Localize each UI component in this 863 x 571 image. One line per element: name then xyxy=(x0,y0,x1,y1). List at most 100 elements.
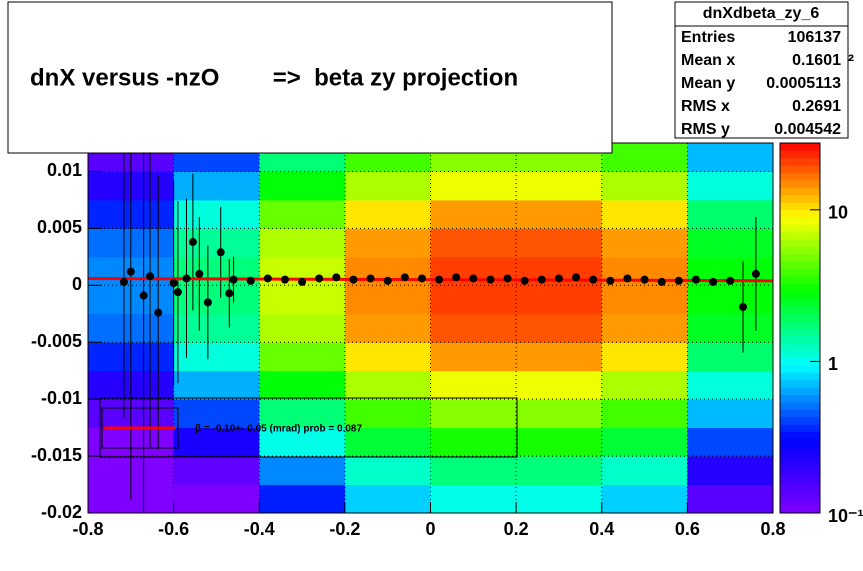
heat-cell xyxy=(687,456,773,486)
profile-point xyxy=(417,274,426,283)
y-tick-label: -0.005 xyxy=(31,331,82,351)
heat-cell xyxy=(687,171,773,201)
heat-cell xyxy=(687,285,773,315)
fit-legend-box xyxy=(99,397,518,458)
profile-point xyxy=(674,276,683,285)
heat-cell xyxy=(430,427,517,457)
stats-box xyxy=(674,1,849,139)
profile-point xyxy=(452,273,461,282)
palette-band xyxy=(780,379,820,388)
heat-cell xyxy=(259,285,346,315)
y-tick-label: -0.01 xyxy=(41,388,82,408)
palette-band xyxy=(780,476,820,484)
heat-cell xyxy=(687,199,773,229)
heat-cell xyxy=(687,342,773,372)
palette-band xyxy=(780,424,820,433)
heat-cell xyxy=(516,199,603,229)
palette-band xyxy=(780,165,820,174)
palette-band xyxy=(780,157,820,166)
palette-band xyxy=(780,394,820,403)
heat-cell xyxy=(259,199,346,229)
palette-band xyxy=(780,180,820,188)
profile-point xyxy=(169,279,178,288)
heat-cell xyxy=(259,484,346,513)
profile-point xyxy=(154,308,163,317)
heat-cell xyxy=(259,313,346,343)
heat-cell xyxy=(259,456,346,486)
heat-cell xyxy=(259,228,346,258)
profile-point xyxy=(229,275,238,284)
heat-cell xyxy=(430,228,517,258)
heat-cell xyxy=(516,399,603,429)
heat-cell xyxy=(687,427,773,457)
profile-point xyxy=(173,288,182,297)
heat-cell xyxy=(516,484,603,513)
x-tick-label: -0.6 xyxy=(158,519,189,539)
palette-band xyxy=(780,446,820,455)
profile-point xyxy=(203,298,212,307)
profile-point xyxy=(503,274,512,283)
palette-band xyxy=(780,498,820,507)
heat-cell xyxy=(259,370,346,400)
chart-title: dnX versus -nzO => beta zy projection xyxy=(30,64,518,91)
heat-cell xyxy=(601,199,688,229)
heat-cell xyxy=(430,399,517,429)
palette-band xyxy=(780,172,820,181)
heat-cell xyxy=(687,143,773,172)
heat-cell xyxy=(430,484,517,513)
heat-cell xyxy=(173,427,260,457)
palette-band xyxy=(780,254,820,262)
palette-band xyxy=(780,246,820,255)
heat-cell xyxy=(601,427,688,457)
stats-label: Mean y xyxy=(681,75,735,92)
palette-band xyxy=(780,328,820,336)
heat-cell xyxy=(344,342,431,372)
palette-band xyxy=(780,387,820,396)
heat-cell xyxy=(687,228,773,258)
heat-cell xyxy=(173,199,260,229)
heat-cell xyxy=(687,399,773,429)
palette-band xyxy=(780,291,820,299)
palette-band xyxy=(780,313,820,322)
heat-cell xyxy=(516,285,603,315)
profile-point xyxy=(623,274,632,283)
heat-cell xyxy=(344,456,431,486)
heat-cell xyxy=(259,427,346,457)
palette-band xyxy=(780,268,820,277)
profile-point xyxy=(726,276,735,285)
stats-label: RMS y xyxy=(681,121,730,138)
stats-value: 0.1601 xyxy=(792,52,841,69)
palette-band xyxy=(780,231,820,240)
heat-cell xyxy=(173,370,260,400)
profile-point xyxy=(263,274,272,283)
heat-cell xyxy=(601,171,688,201)
heat-cell xyxy=(344,399,431,429)
palette-band xyxy=(780,439,820,447)
profile-point xyxy=(280,275,289,284)
heat-cell xyxy=(259,399,346,429)
profile-point xyxy=(182,274,191,283)
palette-band xyxy=(780,150,820,159)
profile-point xyxy=(709,277,718,286)
heat-cell xyxy=(516,342,603,372)
heat-cell xyxy=(601,285,688,315)
profile-point xyxy=(146,272,155,281)
heat-cell xyxy=(430,285,517,315)
heatmap xyxy=(88,143,773,513)
palette-band xyxy=(780,335,820,344)
heat-cell xyxy=(344,370,431,400)
palette-band xyxy=(780,320,820,329)
palette-band xyxy=(780,283,820,292)
palette-band xyxy=(780,409,820,418)
stats-value: 106137 xyxy=(788,29,841,46)
heat-cell xyxy=(601,313,688,343)
profile-point xyxy=(435,275,444,284)
profile-point xyxy=(349,275,358,284)
y-tick-label: 0 xyxy=(72,274,82,294)
heat-cell xyxy=(516,370,603,400)
x-tick-label: -0.8 xyxy=(72,519,103,539)
y-tick-label: 0.005 xyxy=(37,217,82,237)
heat-cell xyxy=(344,427,431,457)
x-tick-label: 0.6 xyxy=(675,519,700,539)
stats-value: 0.004542 xyxy=(774,121,841,138)
